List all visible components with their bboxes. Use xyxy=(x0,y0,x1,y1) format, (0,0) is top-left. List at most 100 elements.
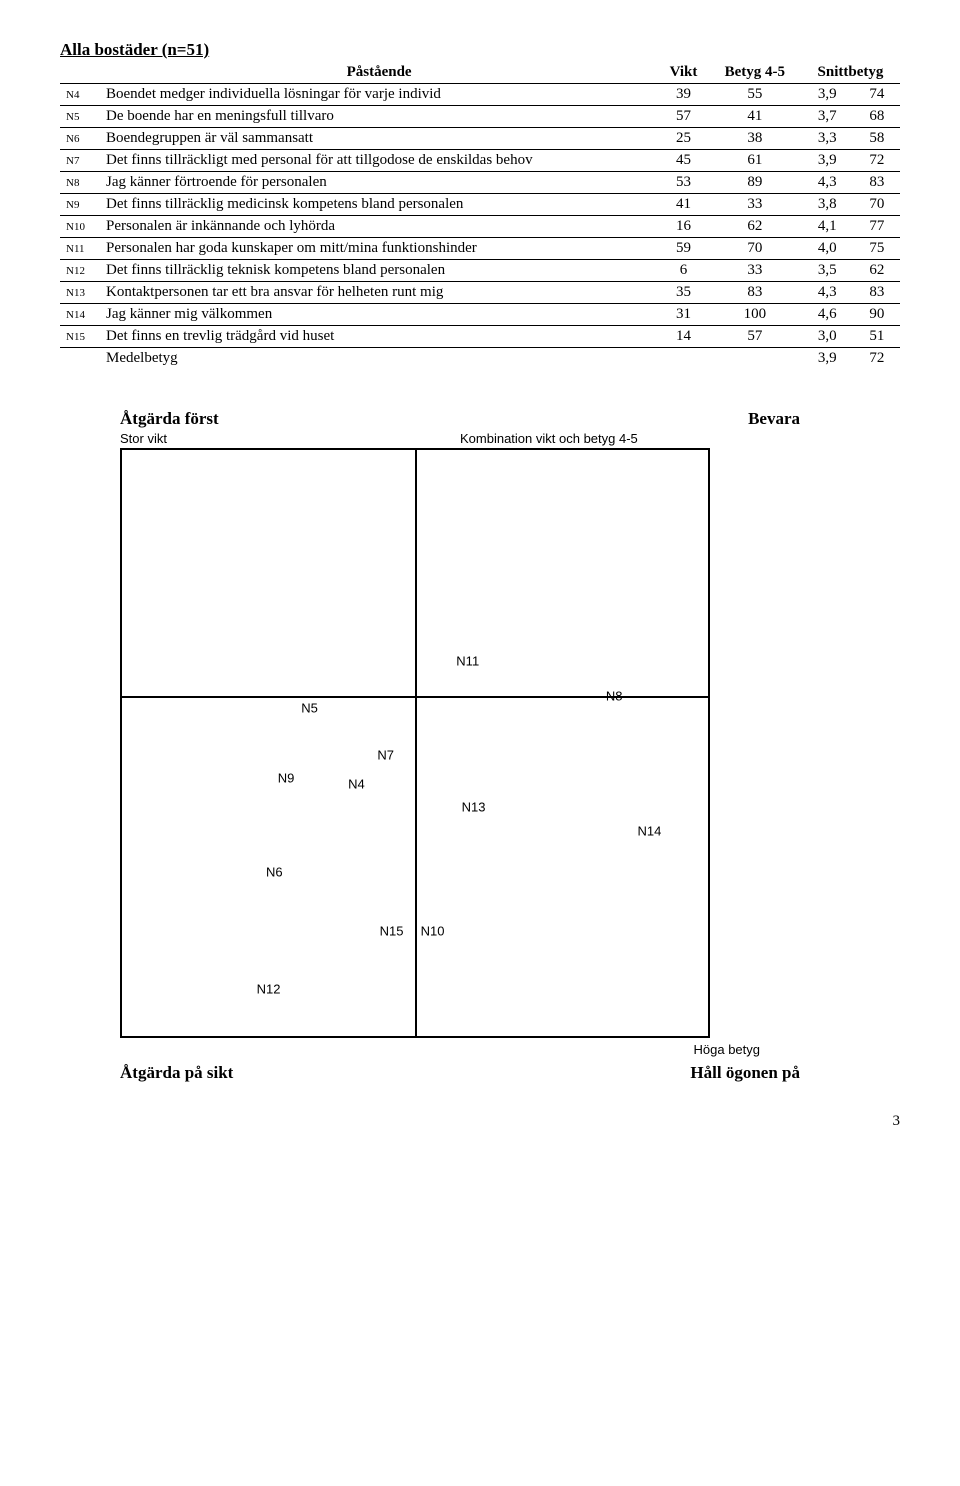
row-code: N7 xyxy=(60,150,100,172)
row-code: N10 xyxy=(60,216,100,238)
row-b: 4,3 xyxy=(801,282,854,304)
point-label: N9 xyxy=(278,771,295,786)
plot-vline xyxy=(415,450,417,1036)
row-vikt: 45 xyxy=(658,150,709,172)
row-code: N8 xyxy=(60,172,100,194)
col-vikt: Vikt xyxy=(658,62,709,84)
row-betyg: 38 xyxy=(709,128,801,150)
medel-s: 72 xyxy=(854,348,900,370)
row-b: 4,3 xyxy=(801,172,854,194)
chart-sub-left: Stor vikt xyxy=(120,431,460,446)
row-stmt: Jag känner mig välkommen xyxy=(100,304,658,326)
row-b: 3,3 xyxy=(801,128,854,150)
row-betyg: 89 xyxy=(709,172,801,194)
row-betyg: 55 xyxy=(709,84,801,106)
row-stmt: Det finns tillräcklig medicinsk kompeten… xyxy=(100,194,658,216)
row-betyg: 70 xyxy=(709,238,801,260)
table-row: N11Personalen har goda kunskaper om mitt… xyxy=(60,238,900,260)
row-s: 72 xyxy=(854,150,900,172)
row-code: N11 xyxy=(60,238,100,260)
row-s: 58 xyxy=(854,128,900,150)
row-vikt: 41 xyxy=(658,194,709,216)
point-label: N11 xyxy=(456,653,479,668)
page-number: 3 xyxy=(60,1113,900,1130)
row-b: 3,9 xyxy=(801,150,854,172)
row-s: 83 xyxy=(854,282,900,304)
point-label: N5 xyxy=(301,700,318,715)
row-vikt: 39 xyxy=(658,84,709,106)
row-stmt: De boende har en meningsfull tillvaro xyxy=(100,106,658,128)
row-vikt: 59 xyxy=(658,238,709,260)
row-vikt: 35 xyxy=(658,282,709,304)
table-row: N12Det finns tillräcklig teknisk kompete… xyxy=(60,260,900,282)
point-label: N10 xyxy=(421,923,445,938)
row-s: 68 xyxy=(854,106,900,128)
point-label: N14 xyxy=(637,823,661,838)
row-betyg: 83 xyxy=(709,282,801,304)
row-s: 70 xyxy=(854,194,900,216)
row-stmt: Personalen har goda kunskaper om mitt/mi… xyxy=(100,238,658,260)
row-code: N4 xyxy=(60,84,100,106)
chart-corner-tr: Bevara xyxy=(748,409,800,429)
row-b: 3,8 xyxy=(801,194,854,216)
plot-area: N11N8N5N7N9N4N13N14N6N10N15N12 xyxy=(120,448,710,1038)
row-b: 3,0 xyxy=(801,326,854,348)
point-label: N8 xyxy=(606,689,623,704)
table-row: N15Det finns en trevlig trädgård vid hus… xyxy=(60,326,900,348)
row-s: 77 xyxy=(854,216,900,238)
table-row-medel: Medelbetyg 3,972 xyxy=(60,348,900,370)
row-vikt: 16 xyxy=(658,216,709,238)
row-betyg: 33 xyxy=(709,260,801,282)
row-code: N9 xyxy=(60,194,100,216)
row-code: N12 xyxy=(60,260,100,282)
row-betyg: 62 xyxy=(709,216,801,238)
row-b: 3,7 xyxy=(801,106,854,128)
row-b: 3,9 xyxy=(801,84,854,106)
table-row: N4Boendet medger individuella lösningar … xyxy=(60,84,900,106)
table-row: N9Det finns tillräcklig medicinsk kompet… xyxy=(60,194,900,216)
axis-label-right: Höga betyg xyxy=(120,1042,800,1057)
point-label: N4 xyxy=(348,777,365,792)
row-vikt: 25 xyxy=(658,128,709,150)
row-b: 4,1 xyxy=(801,216,854,238)
row-stmt: Det finns tillräckligt med personal för … xyxy=(100,150,658,172)
table-row: N5De boende har en meningsfull tillvaro5… xyxy=(60,106,900,128)
medel-label: Medelbetyg xyxy=(100,348,658,370)
row-stmt: Boendegruppen är väl sammansatt xyxy=(100,128,658,150)
row-betyg: 41 xyxy=(709,106,801,128)
row-betyg: 61 xyxy=(709,150,801,172)
row-stmt: Kontaktpersonen tar ett bra ansvar för h… xyxy=(100,282,658,304)
point-label: N13 xyxy=(462,800,486,815)
chart-corner-br: Håll ögonen på xyxy=(690,1063,800,1083)
chart-corner-tl: Åtgärda först xyxy=(120,409,219,429)
row-stmt: Personalen är inkännande och lyhörda xyxy=(100,216,658,238)
row-s: 62 xyxy=(854,260,900,282)
row-stmt: Det finns tillräcklig teknisk kompetens … xyxy=(100,260,658,282)
table-row: N14Jag känner mig välkommen311004,690 xyxy=(60,304,900,326)
chart-sub-mid: Kombination vikt och betyg 4-5 xyxy=(460,431,800,446)
row-vikt: 31 xyxy=(658,304,709,326)
row-betyg: 33 xyxy=(709,194,801,216)
row-s: 75 xyxy=(854,238,900,260)
row-vikt: 53 xyxy=(658,172,709,194)
row-s: 74 xyxy=(854,84,900,106)
table-row: N7Det finns tillräckligt med personal fö… xyxy=(60,150,900,172)
point-label: N12 xyxy=(257,982,281,997)
col-statement: Påstående xyxy=(100,62,658,84)
row-vikt: 6 xyxy=(658,260,709,282)
col-snitt: Snittbetyg xyxy=(801,62,900,84)
point-label: N6 xyxy=(266,864,283,879)
page-title: Alla bostäder (n=51) xyxy=(60,40,900,60)
table-row: N13Kontaktpersonen tar ett bra ansvar fö… xyxy=(60,282,900,304)
row-code: N5 xyxy=(60,106,100,128)
row-code: N14 xyxy=(60,304,100,326)
medel-b: 3,9 xyxy=(801,348,854,370)
table-row: N8Jag känner förtroende för personalen53… xyxy=(60,172,900,194)
row-betyg: 57 xyxy=(709,326,801,348)
row-betyg: 100 xyxy=(709,304,801,326)
row-stmt: Boendet medger individuella lösningar fö… xyxy=(100,84,658,106)
row-b: 4,6 xyxy=(801,304,854,326)
row-vikt: 14 xyxy=(658,326,709,348)
row-s: 83 xyxy=(854,172,900,194)
row-code: N6 xyxy=(60,128,100,150)
